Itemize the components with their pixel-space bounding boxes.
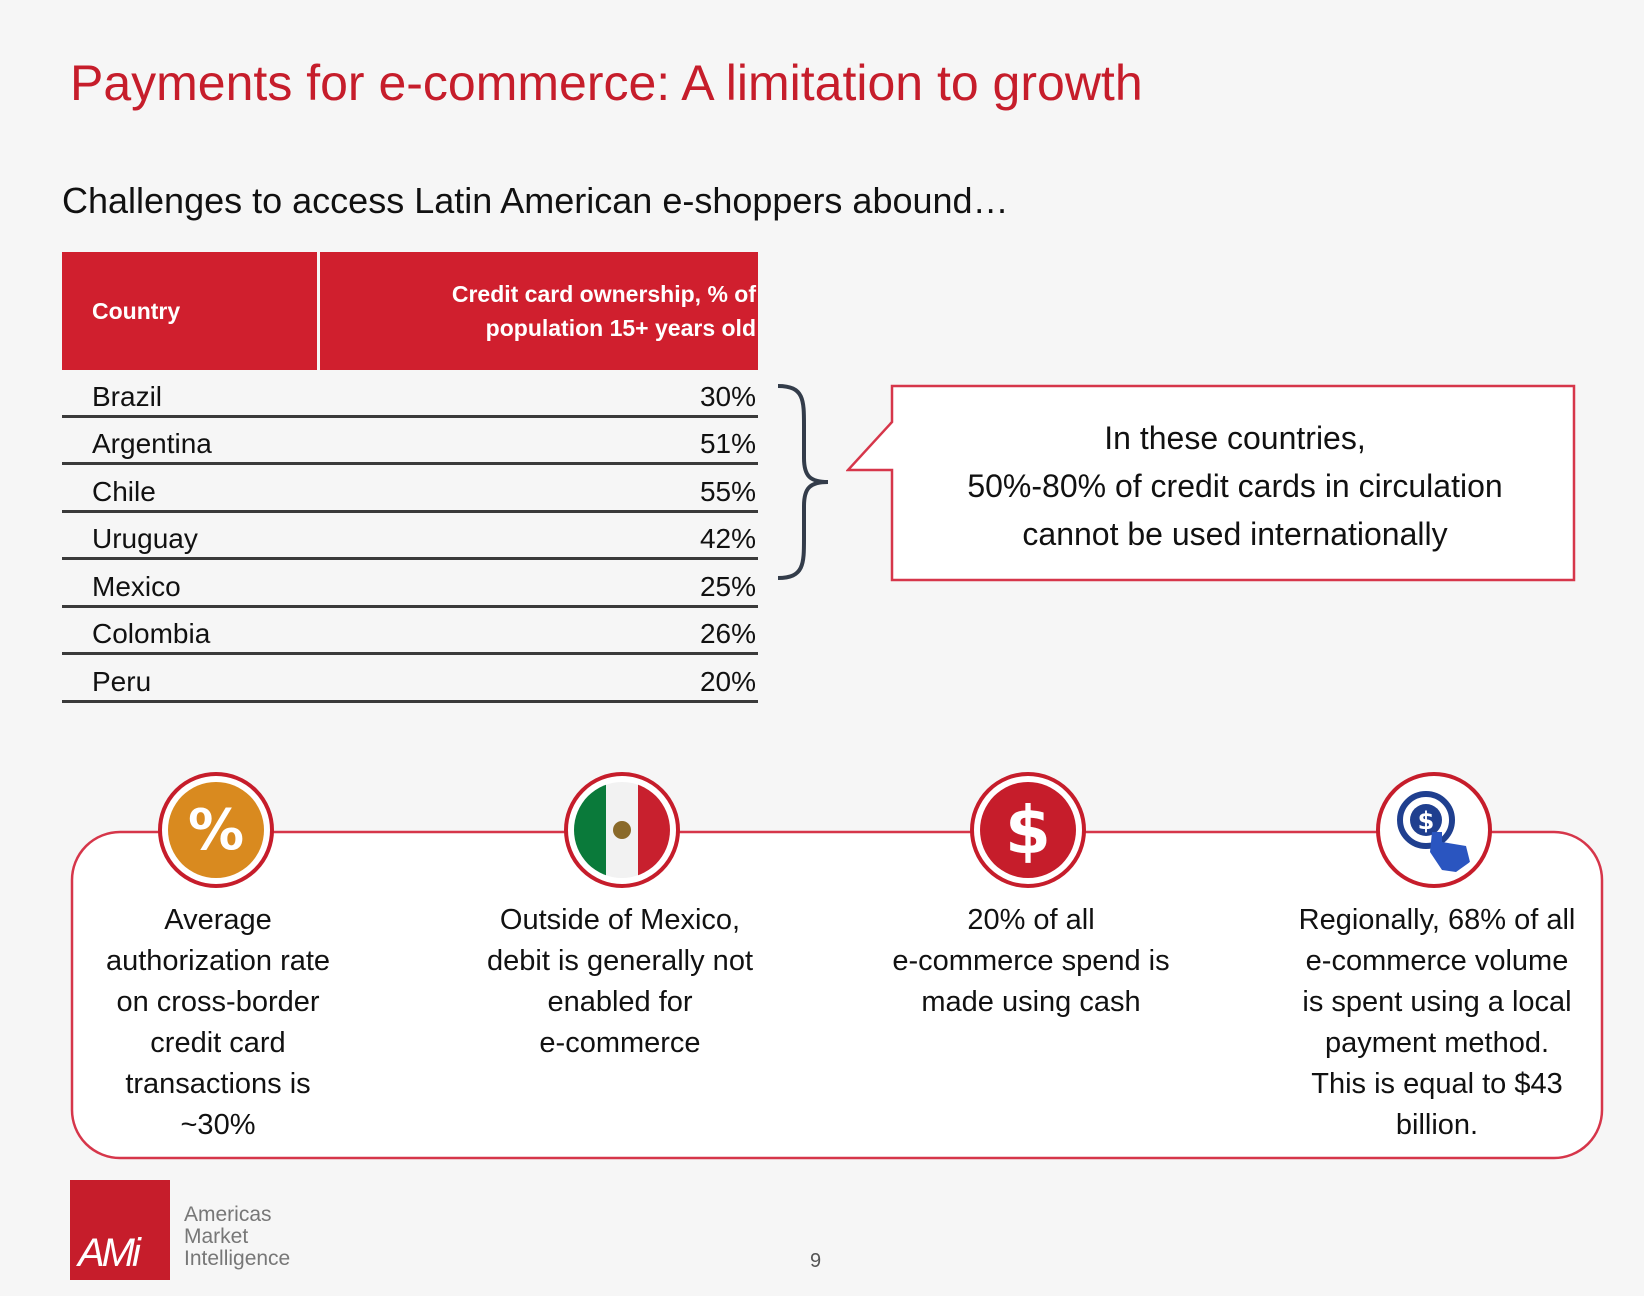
stat-local-payment: Regionally, 68% of all e-commerce volume… xyxy=(1272,900,1602,1146)
stat-line: payment method. xyxy=(1324,1027,1550,1059)
table-row: Colombia 26% xyxy=(62,608,758,655)
value-cell: 42% xyxy=(699,523,756,554)
value-cell: 51% xyxy=(699,428,756,459)
header-value-line2: population 15+ years old xyxy=(485,315,756,341)
logo-line: Intelligence xyxy=(184,1247,291,1270)
stat-line: made using cash xyxy=(921,986,1141,1018)
page-number: 9 xyxy=(810,1250,822,1272)
mexico-flag-icon xyxy=(564,772,680,888)
stat-line: 20% of all xyxy=(967,904,1095,936)
stat-line: credit card xyxy=(150,1027,286,1059)
stat-line: ~30% xyxy=(180,1109,256,1141)
table-row: Uruguay 42% xyxy=(62,513,758,560)
stat-line: e-commerce xyxy=(539,1027,701,1059)
value-cell: 26% xyxy=(699,618,756,649)
stat-line: debit is generally not xyxy=(487,945,753,977)
stat-cash-spend: 20% of all e-commerce spend is made usin… xyxy=(866,900,1196,1023)
logo-mark: AMi xyxy=(78,1231,141,1275)
value-cell: 20% xyxy=(699,665,756,697)
value-cell: 55% xyxy=(699,475,756,507)
table-row: Mexico 25% xyxy=(62,560,758,608)
country-cell: Mexico xyxy=(92,570,181,602)
country-cell: Argentina xyxy=(92,428,212,459)
logo-line: Market xyxy=(184,1225,249,1248)
slide-subtitle: Challenges to access Latin American e-sh… xyxy=(62,180,1009,221)
stat-authorization-rate: Average authorization rate on cross-bord… xyxy=(70,900,366,1146)
stat-line: Outside of Mexico, xyxy=(499,904,741,936)
stats-panel xyxy=(70,830,1604,1160)
credit-card-table: Country Credit card ownership, % of popu… xyxy=(62,252,758,703)
curly-brace-icon xyxy=(777,384,829,580)
stat-line: e-commerce spend is xyxy=(892,945,1170,977)
country-cell: Colombia xyxy=(92,618,211,649)
callout-box xyxy=(846,384,1576,582)
country-cell: Peru xyxy=(92,665,152,697)
callout-line: 50%-80% of credit cards in circulation xyxy=(967,468,1503,504)
stat-line: transactions is xyxy=(125,1068,311,1100)
stat-line: This is equal to $43 xyxy=(1311,1068,1563,1100)
logo-wordmark: Americas Market Intelligence xyxy=(184,1204,290,1270)
table-header: Country Credit card ownership, % of popu… xyxy=(62,252,758,370)
ami-logo: AMi xyxy=(70,1180,170,1280)
callout-text: In these countries, 50%-80% of credit ca… xyxy=(890,414,1580,558)
percent-icon: % xyxy=(158,772,274,888)
table-row: Chile 55% xyxy=(62,465,758,513)
callout-line: cannot be used internationally xyxy=(1022,516,1448,552)
header-country: Country xyxy=(62,252,320,370)
stat-line: authorization rate xyxy=(105,945,331,977)
country-cell: Uruguay xyxy=(92,523,198,554)
table-row: Peru 20% xyxy=(62,655,758,703)
country-cell: Brazil xyxy=(92,380,163,412)
stat-line: is spent using a local xyxy=(1302,986,1572,1018)
slide-title: Payments for e-commerce: A limitation to… xyxy=(70,55,1143,111)
country-cell: Chile xyxy=(92,475,156,507)
dollar-icon: $ xyxy=(970,772,1086,888)
logo-line: Americas xyxy=(184,1203,272,1226)
value-cell: 30% xyxy=(699,380,756,412)
table-row: Brazil 30% xyxy=(62,370,758,418)
stat-debit-mexico: Outside of Mexico, debit is generally no… xyxy=(460,900,780,1064)
stat-line: Average xyxy=(164,904,272,936)
svg-text:$: $ xyxy=(1418,807,1435,835)
table-row: Argentina 51% xyxy=(62,418,758,465)
callout-line: In these countries, xyxy=(1104,420,1366,456)
stat-line: Regionally, 68% of all xyxy=(1298,904,1576,936)
value-cell: 25% xyxy=(699,570,756,602)
header-value-line1: Credit card ownership, % of xyxy=(451,281,756,307)
stat-line: billion. xyxy=(1395,1109,1479,1141)
stat-line: enabled for xyxy=(547,986,693,1018)
stat-line: on cross-border xyxy=(116,986,320,1018)
header-credit-card-ownership: Credit card ownership, % of population 1… xyxy=(320,252,758,370)
hand-click-dollar-icon: $ xyxy=(1376,772,1492,888)
stat-line: e-commerce volume xyxy=(1305,945,1569,977)
